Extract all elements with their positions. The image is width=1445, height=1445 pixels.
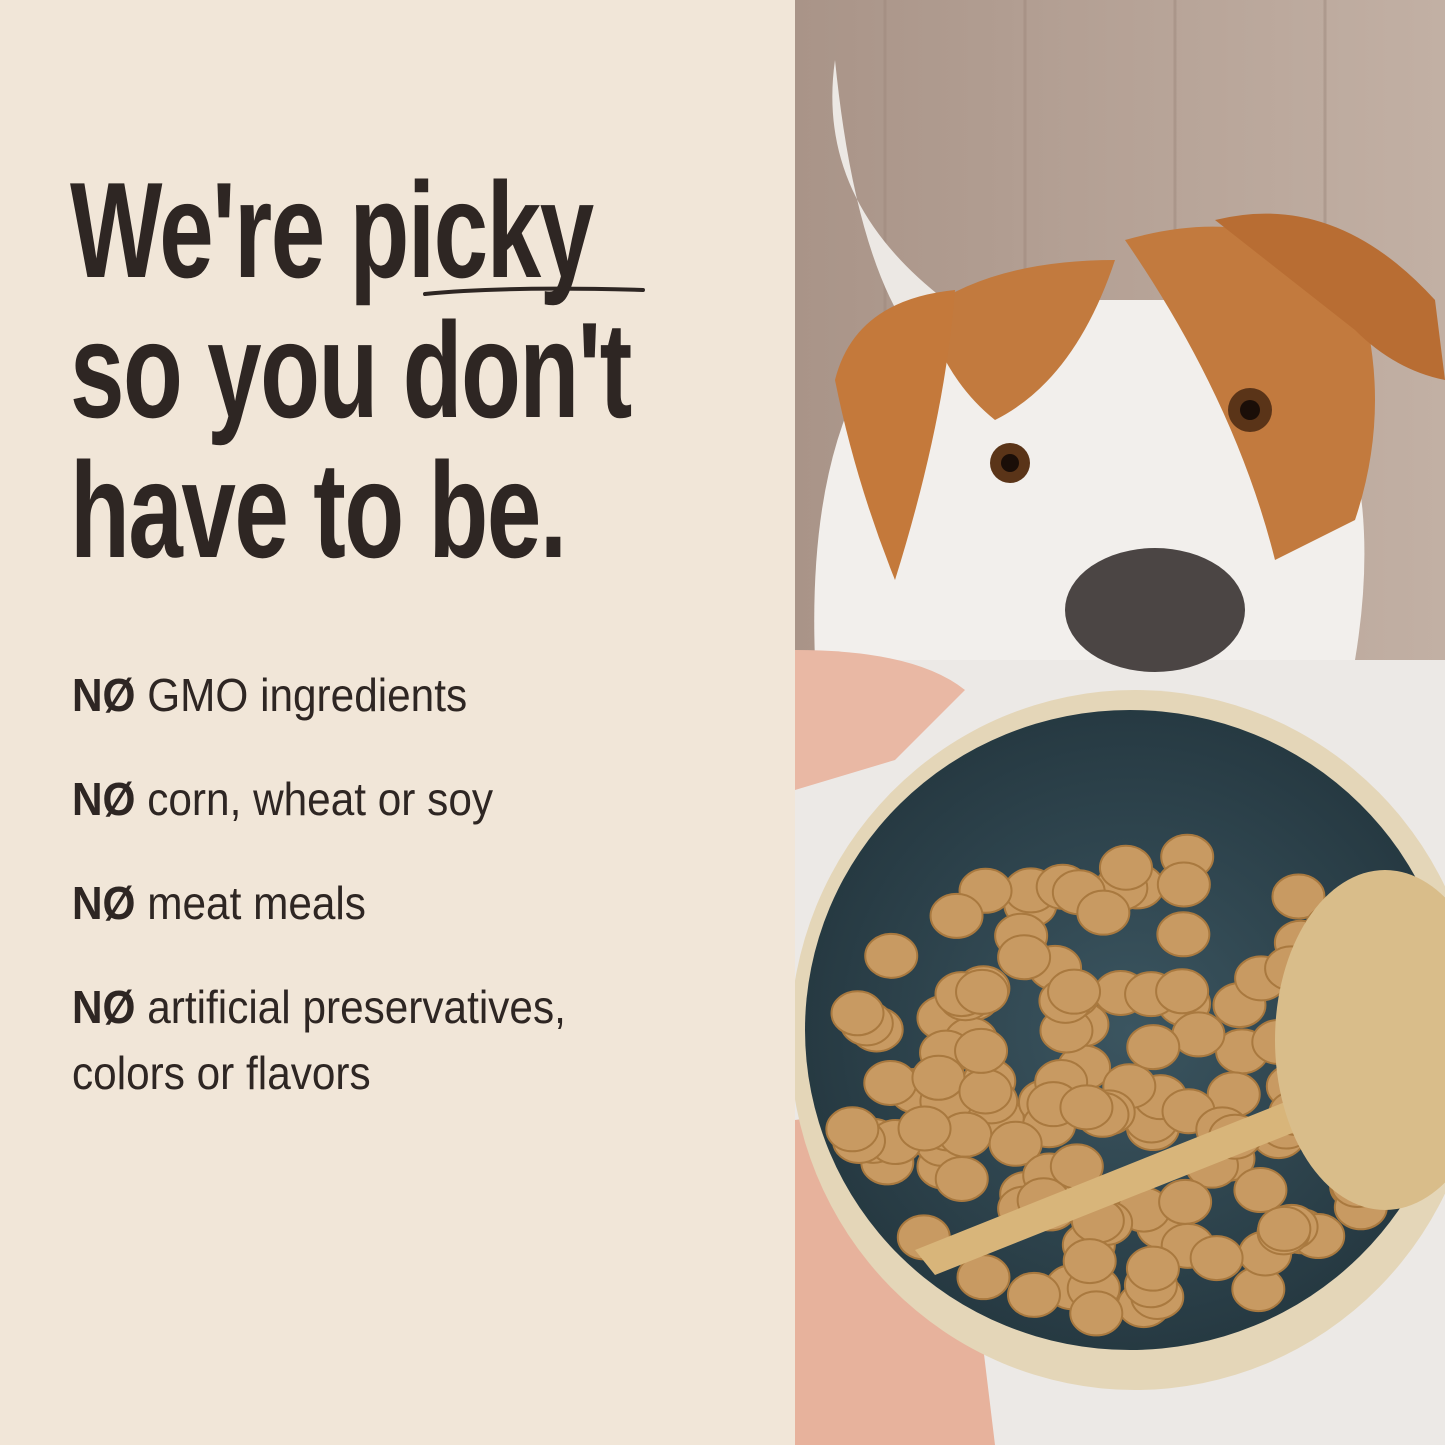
kibble-piece	[955, 968, 1010, 1015]
list-item-text: artificial preservatives,	[147, 981, 566, 1033]
list-item-text: corn, wheat or soy	[147, 773, 494, 825]
kibble-piece	[1233, 1167, 1288, 1214]
dog-food-photo	[795, 0, 1445, 1445]
kibble-piece	[1171, 1011, 1226, 1058]
kibble-piece	[1098, 844, 1153, 891]
kibble-piece	[1156, 861, 1211, 908]
kibble-piece	[911, 1054, 966, 1101]
kibble-piece	[830, 990, 885, 1037]
kibble-piece	[897, 1105, 952, 1152]
text-panel: We're picky so you don't have to be. NØ …	[70, 160, 645, 1144]
no-prefix: NØ	[72, 981, 136, 1033]
no-prefix: NØ	[72, 669, 136, 721]
kibble-piece	[929, 892, 984, 939]
no-prefix: NØ	[72, 877, 136, 929]
kibble-piece	[1076, 889, 1131, 936]
list-item: NØ GMO ingredients	[72, 662, 566, 728]
kibble-piece	[1156, 911, 1211, 958]
kibble-piece	[1069, 1290, 1124, 1337]
no-prefix: NØ	[72, 773, 136, 825]
brush-underline	[423, 286, 645, 296]
kibble-piece	[997, 934, 1052, 981]
headline-line1: We're	[70, 154, 350, 306]
kibble-piece	[1059, 1084, 1114, 1131]
kibble-piece	[954, 1027, 1009, 1074]
kibble-piece	[934, 1155, 989, 1202]
headline-line2: so you don't	[70, 294, 632, 446]
kibble-piece	[1125, 1245, 1180, 1292]
kibble-piece	[988, 1120, 1043, 1167]
headline: We're picky so you don't have to be.	[70, 160, 632, 586]
kibble-piece	[1155, 968, 1210, 1015]
headline-emphasis: picky	[349, 154, 595, 306]
ingredient-list: NØ GMO ingredients NØ corn, wheat or soy…	[72, 662, 566, 1144]
kibble-piece	[1158, 1178, 1213, 1225]
dog	[814, 60, 1445, 672]
headline-line3: have to be.	[70, 434, 567, 586]
kibble-piece	[1006, 1271, 1061, 1318]
list-item-text: GMO ingredients	[147, 669, 468, 721]
kibble-piece	[825, 1106, 880, 1153]
list-item: NØ corn, wheat or soy	[72, 766, 566, 832]
kibble-piece	[1062, 1238, 1117, 1285]
list-item-text: meat meals	[147, 877, 366, 929]
kibble-piece	[958, 1068, 1013, 1115]
kibble-piece	[1189, 1235, 1244, 1282]
list-item: NØ artificial preservatives, colors or fl…	[72, 974, 566, 1106]
list-item: NØ meat meals	[72, 870, 566, 936]
measuring-scoop	[915, 870, 1445, 1275]
kibble-piece	[1271, 873, 1326, 920]
kibble-piece	[1126, 1024, 1181, 1071]
kibble-piece	[863, 1059, 918, 1106]
kibble-piece	[1047, 968, 1102, 1015]
kibble-piece	[1257, 1205, 1312, 1252]
kibble-piece	[864, 932, 919, 979]
list-item-text-continued: colors or flavors	[72, 1047, 371, 1099]
